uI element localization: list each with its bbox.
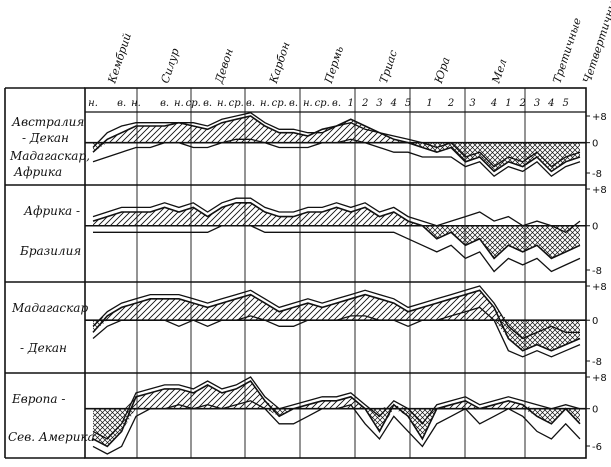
region-label-top: Африка - <box>23 204 80 218</box>
substage-label: 2 <box>447 98 454 109</box>
negative-area <box>93 225 580 259</box>
substage-label: н. <box>260 98 270 109</box>
substage-label: 2 <box>519 98 526 109</box>
period-label-третичные: Третичные <box>550 16 584 85</box>
substage-label: н. <box>217 98 227 109</box>
region-label-bottom: Сев. Америка <box>8 430 95 444</box>
substage-label: н. <box>131 98 141 109</box>
period-label-пермь: Пермь <box>322 45 346 86</box>
period-label-юра: Юра <box>432 55 453 85</box>
series-line-3 <box>92 400 581 455</box>
substage-label: 4 <box>390 98 397 109</box>
region-label-top: Европа - <box>11 392 65 406</box>
region-label-bottom: Бразилия <box>19 244 81 258</box>
y-tick-label: +8 <box>592 112 607 123</box>
region-label-bottom: - Декан <box>20 341 67 355</box>
series-line-1 <box>92 197 581 234</box>
series-line-3 <box>92 138 581 178</box>
series-line-3 <box>93 225 581 273</box>
y-tick-label: +8 <box>592 373 607 384</box>
substage-label: 2 <box>361 98 368 109</box>
period-label-силур: Силур <box>158 47 181 85</box>
period-header: Кембрий Силур Девон Карбон Пермь Триас Юра Мел Т… <box>105 0 611 86</box>
positive-area <box>93 202 580 226</box>
substage-label: 5 <box>405 98 411 109</box>
y-tick-label: -8 <box>592 357 602 368</box>
substage-label: ср. <box>272 98 287 109</box>
substage-label: ср. <box>186 98 201 109</box>
y-tick-label: 0 <box>592 405 598 416</box>
substage-label: 3 <box>469 98 475 109</box>
region-label-bottom-2: Африка <box>13 165 62 179</box>
panels <box>85 112 586 455</box>
panel-australia-deccan <box>85 112 586 178</box>
y-tick-label: 0 <box>592 316 598 327</box>
y-tick-label: -8 <box>592 266 602 277</box>
series-line-1 <box>92 285 580 340</box>
substage-label: 4 <box>547 98 554 109</box>
series-line-2 <box>92 289 581 352</box>
substage-label: ср. <box>315 98 330 109</box>
y-ticks: +8 0 -8 +8 0 -8 +8 0 -8 +8 0 -6 <box>586 112 607 453</box>
series-line-2 <box>92 202 581 260</box>
substage-label: 4 <box>490 98 497 109</box>
period-label-карбон: Карбон <box>267 40 293 86</box>
y-tick-label: +8 <box>592 282 607 293</box>
substage-label: 5 <box>562 98 568 109</box>
substage-label: 1 <box>348 98 354 109</box>
substage-label: в. <box>203 98 212 109</box>
substage-label: 1 <box>505 98 511 109</box>
period-label-триас: Триас <box>377 48 400 85</box>
substage-label: в. <box>246 98 255 109</box>
substage-row: н. в. н. в. н. ср. в. н. ср. в. н. ср. в. н. ср. в. 1 2 3 4… <box>88 98 569 109</box>
positive-area <box>93 380 580 409</box>
period-label-девон: Девон <box>212 47 236 86</box>
period-label-мел: Мел <box>489 57 509 86</box>
substage-label: ср. <box>229 98 244 109</box>
substage-label: н. <box>303 98 313 109</box>
substage-label: 3 <box>534 98 540 109</box>
substage-label: в. <box>117 98 126 109</box>
y-tick-label: -8 <box>592 169 602 180</box>
positive-area <box>93 116 580 143</box>
region-labels: Австралия - Декан Мадагаскар, Африка Африка … <box>8 115 95 444</box>
series-line-3 <box>92 306 581 358</box>
y-tick-label: 0 <box>592 222 598 233</box>
region-label-bottom: Мадагаскар, <box>9 149 90 163</box>
substage-label: в. <box>289 98 298 109</box>
series-line-1 <box>92 376 581 440</box>
substage-label: в. <box>160 98 169 109</box>
region-label-top: Мадагаскар <box>11 301 88 315</box>
region-label-top: Австралия <box>11 115 84 129</box>
substage-label: н. <box>174 98 184 109</box>
panel-africa-brazil <box>85 197 586 273</box>
substage-label: в. <box>332 98 341 109</box>
period-label-четвертичные: Четвертичные <box>580 0 611 85</box>
y-tick-label: 0 <box>592 139 598 150</box>
period-label-кембрий: Кембрий <box>105 31 134 85</box>
series-line-2 <box>92 379 581 448</box>
frame-border <box>84 87 587 459</box>
region-label-mid: - Декан <box>22 131 69 145</box>
substage-label: н. <box>88 98 98 109</box>
y-tick-label: +8 <box>592 185 607 196</box>
y-tick-label: -6 <box>592 442 602 453</box>
panel-europe-north-america <box>85 376 586 455</box>
substage-label: 1 <box>426 98 432 109</box>
negative-area <box>93 408 580 447</box>
negative-area <box>93 320 580 351</box>
panel-madagascar-deccan <box>85 285 586 358</box>
series-line-2 <box>92 115 581 173</box>
positive-area <box>93 290 580 321</box>
substage-label: 3 <box>376 98 382 109</box>
